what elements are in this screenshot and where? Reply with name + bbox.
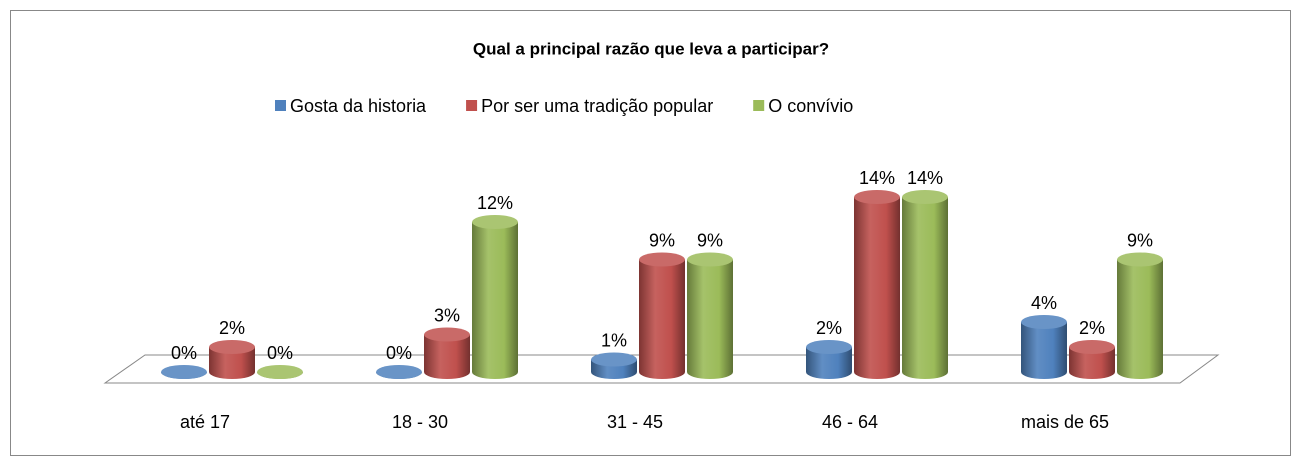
bar bbox=[902, 197, 948, 379]
bar-top bbox=[591, 352, 637, 367]
bar bbox=[1117, 259, 1163, 379]
data-label: 2% bbox=[219, 318, 245, 338]
x-tick-label: 18 - 30 bbox=[392, 412, 448, 432]
bar-top bbox=[687, 252, 733, 267]
data-label: 0% bbox=[386, 343, 412, 363]
data-label: 14% bbox=[907, 168, 943, 188]
data-label: 1% bbox=[601, 330, 627, 350]
bar bbox=[806, 347, 852, 379]
x-tick-label: 31 - 45 bbox=[607, 412, 663, 432]
legend-swatch bbox=[275, 100, 286, 111]
bar-top bbox=[1117, 252, 1163, 267]
bar bbox=[424, 334, 470, 379]
data-label: 3% bbox=[434, 305, 460, 325]
bar-top bbox=[854, 190, 900, 204]
bar bbox=[1021, 322, 1067, 379]
bar-top bbox=[472, 215, 518, 229]
x-tick-label: até 17 bbox=[180, 412, 230, 432]
data-label: 9% bbox=[649, 230, 675, 250]
bar bbox=[209, 347, 255, 379]
legend-label: Gosta da historia bbox=[290, 96, 427, 116]
data-label: 9% bbox=[1127, 230, 1153, 250]
data-label: 2% bbox=[816, 318, 842, 338]
bar-top bbox=[806, 340, 852, 354]
bar bbox=[639, 259, 685, 379]
data-label: 14% bbox=[859, 168, 895, 188]
bar-top bbox=[257, 365, 303, 379]
x-tick-label: mais de 65 bbox=[1021, 412, 1109, 432]
data-label: 9% bbox=[697, 230, 723, 250]
bar bbox=[472, 222, 518, 379]
legend-swatch bbox=[466, 100, 478, 111]
bar-top bbox=[639, 252, 685, 267]
bar-top bbox=[424, 327, 470, 342]
bar bbox=[854, 197, 900, 379]
legend-swatch bbox=[753, 100, 765, 111]
bar-top bbox=[902, 190, 948, 204]
bar-top bbox=[1069, 340, 1115, 354]
data-label: 4% bbox=[1031, 293, 1057, 313]
legend-label: O convívio bbox=[768, 96, 853, 116]
chart-title: Qual a principal razão que leva a partic… bbox=[473, 39, 829, 58]
bar-top bbox=[376, 365, 422, 379]
bar bbox=[687, 259, 733, 379]
data-label: 0% bbox=[267, 343, 293, 363]
bar-top bbox=[209, 340, 255, 354]
x-tick-label: 46 - 64 bbox=[822, 412, 878, 432]
bar-top bbox=[1021, 315, 1067, 329]
data-label: 12% bbox=[477, 193, 513, 213]
legend-label: Por ser uma tradição popular bbox=[481, 96, 713, 116]
data-label: 2% bbox=[1079, 318, 1105, 338]
bar bbox=[1069, 347, 1115, 379]
data-label: 0% bbox=[171, 343, 197, 363]
bar-top bbox=[161, 365, 207, 379]
